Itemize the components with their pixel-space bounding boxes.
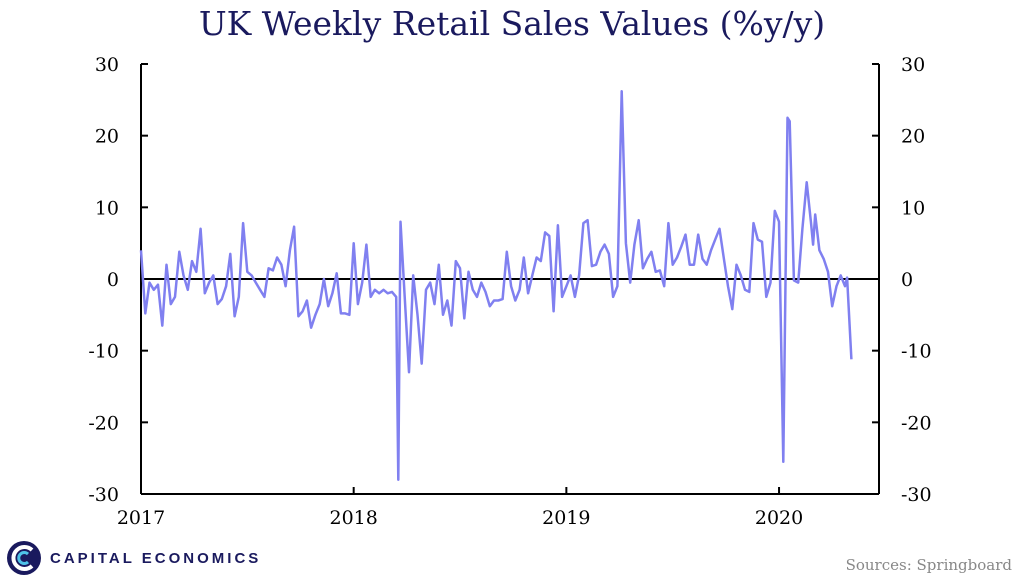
brand-name: CAPITAL ECONOMICS xyxy=(50,549,262,567)
y-tick-label-left: -30 xyxy=(88,484,119,506)
y-tick-label-left: 0 xyxy=(107,269,119,291)
y-tick-label-right: 20 xyxy=(901,126,925,148)
capital-economics-logo-icon xyxy=(7,541,41,575)
series-line xyxy=(139,89,853,481)
source-note: Sources: Springboard xyxy=(845,556,1012,574)
chart-series xyxy=(139,89,853,481)
x-tick-label: 2017 xyxy=(117,507,165,529)
x-tick-label: 2018 xyxy=(330,507,378,529)
y-tick-label-right: 30 xyxy=(901,54,925,76)
y-tick-label-left: 30 xyxy=(95,54,119,76)
y-tick-label-right: -10 xyxy=(901,341,932,363)
x-tick-label: 2019 xyxy=(542,507,590,529)
y-tick-label-left: -20 xyxy=(88,412,119,434)
y-tick-label-right: -30 xyxy=(901,484,932,506)
y-tick-label-left: 20 xyxy=(95,126,119,148)
y-tick-label-left: 10 xyxy=(95,197,119,219)
y-tick-label-right: 10 xyxy=(901,197,925,219)
chart-title: UK Weekly Retail Sales Values (%y/y) xyxy=(198,4,826,43)
y-tick-label-right: 0 xyxy=(901,269,913,291)
y-tick-label-left: -10 xyxy=(88,341,119,363)
y-tick-label-right: -20 xyxy=(901,412,932,434)
brand-logo: CAPITAL ECONOMICS xyxy=(6,538,261,578)
x-tick-label: 2020 xyxy=(755,507,803,529)
